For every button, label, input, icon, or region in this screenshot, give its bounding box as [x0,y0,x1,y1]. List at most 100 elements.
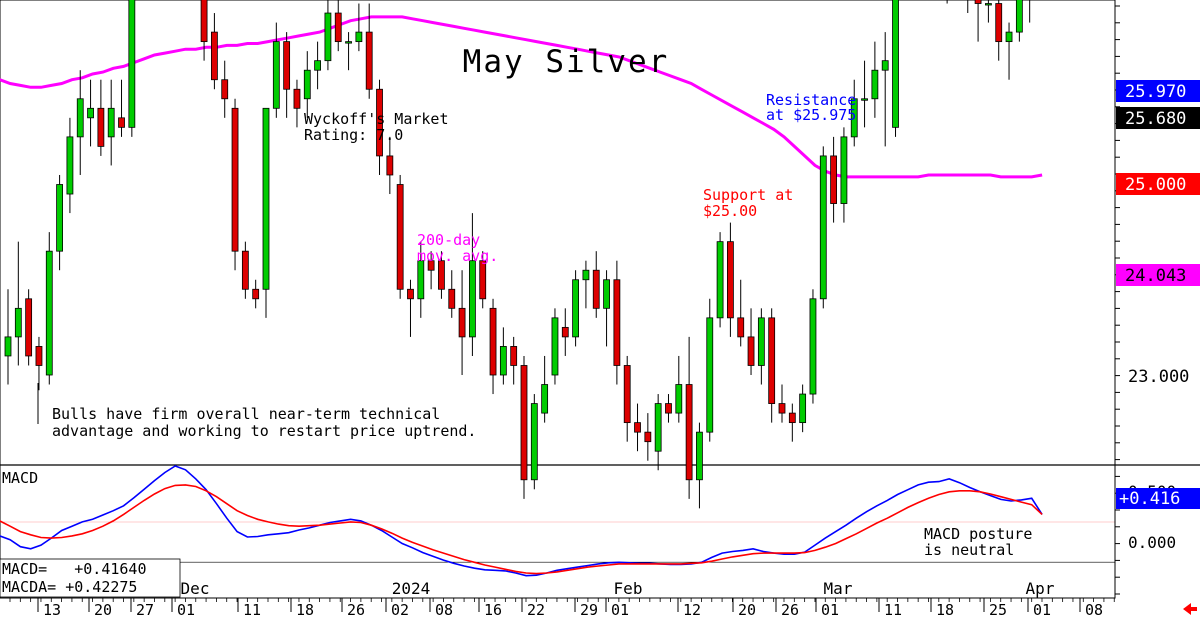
x-day-label: 02 [391,601,409,619]
macd-panel [0,465,1115,577]
candle-body [541,384,549,414]
candle-body [696,431,703,481]
macda-line [0,484,1043,575]
candle-body [881,60,889,71]
candle-body [35,346,43,366]
candle-body [1015,0,1023,33]
candle-body [221,79,229,100]
candle-body [840,136,848,204]
resistance-price-box-label: 25.970 [1125,82,1186,102]
y-label-23: 23.000 [1128,367,1189,387]
candle-body [520,365,528,481]
x-month-label: Feb [614,579,643,598]
candle-body [788,412,796,424]
x-month-label: Apr [1026,579,1055,598]
candle-body [448,288,456,309]
candle-body [128,0,136,128]
candle-body [25,298,33,357]
x-axis: 13 20 27 01 11 18 26 02 08 16 22 29 01 12 20 26 01 11 18 25… [0,579,1115,619]
comment-annotation-2: advantage and working to restart price u… [52,422,476,440]
candle-body [830,155,837,204]
candle-body [974,0,982,4]
candle-body [293,88,301,109]
candle-body [757,317,765,366]
x-day-label: 27 [136,601,154,619]
support-price-box-label: 25.000 [1125,175,1186,195]
x-day-label: 13 [43,601,61,619]
x-day-label: 22 [527,601,545,619]
ma-annotation-1: 200-day [417,231,480,249]
candle-body [861,98,868,101]
candle-body [365,31,373,90]
candle-body [530,403,538,481]
x-day-label: 01 [1033,601,1051,619]
candle-body [572,279,579,338]
candle-body [200,0,208,43]
x-day-label: 08 [435,601,453,619]
candle-body [768,317,776,404]
x-day-label: 11 [884,601,902,619]
x-day-label: 01 [821,601,839,619]
candle-body [252,288,260,300]
candle-body [407,288,414,300]
x-day-label: 26 [781,601,799,619]
candle-body [438,260,445,290]
x-day-label: 18 [296,601,314,619]
candle-body [345,41,352,44]
x-day-label: 26 [347,601,365,619]
macd-title: MACD [2,469,38,487]
x-day-label: 12 [683,601,701,619]
candle-body [665,403,672,414]
x-month-label: 2024 [392,579,431,598]
candle-body [386,155,394,176]
candle-body [871,69,879,100]
macd-legend-2: MACDA= +0.42275 [2,578,137,596]
x-day-label: 11 [243,601,261,619]
candle-body [324,12,332,62]
candle-body [427,260,435,271]
candle-body [644,431,652,443]
right-axis: 25.97025.68025.00024.04323.0000.5000.000… [1114,0,1200,615]
candle-body [737,317,745,338]
x-day-label: 08 [1085,601,1103,619]
support-price-box [1116,173,1200,195]
candle-body [314,60,322,71]
rating-annotation-1: Wyckoff's Market [304,110,449,128]
resistance-price-box [1116,80,1200,102]
macd-annotation-1: MACD posture [924,525,1032,543]
macd-legend-1: MACD= +0.41640 [2,560,147,578]
candle-body [107,107,115,138]
candle-body [1005,31,1013,43]
candle-body [87,107,94,119]
macd-value-box [1116,488,1200,509]
candle-body [97,107,105,147]
x-day-label: 20 [94,601,112,619]
ma-price-box-label: 24.043 [1125,266,1186,286]
support-annotation-1: Support at [703,186,793,204]
candle-body [241,250,249,290]
x-day-label: 18 [936,601,954,619]
candle-body [118,117,125,128]
resistance-annotation-1: Resistance [766,91,856,109]
candle-body [334,12,342,43]
candle-body [603,279,610,309]
candle-body [675,384,683,414]
macd-legend-box [0,558,181,598]
candle-body [396,184,404,290]
macd-y-label-000: 0.000 [1128,533,1176,552]
macd-value-label: +0.416 [1119,489,1180,509]
macd-annotation-2: is neutral [924,541,1014,559]
candle-body [417,260,425,300]
candle-body [716,241,724,319]
rating-annotation-2: Rating: 7.0 [304,126,403,144]
candle-body [376,88,383,157]
candle-body [210,31,218,81]
candle-body [799,393,807,424]
price-panel [0,0,1200,599]
x-day-label: 16 [484,601,502,619]
x-day-label: 20 [738,601,756,619]
candle-body [283,41,291,90]
candle-body [850,98,858,138]
